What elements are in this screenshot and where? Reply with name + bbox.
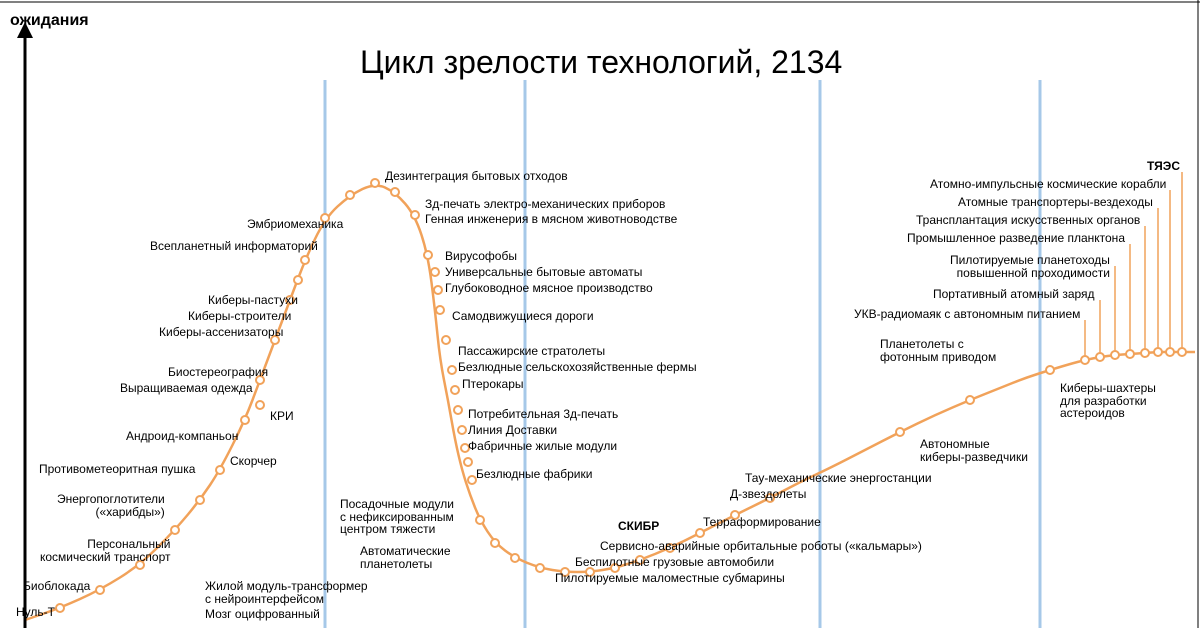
tech-label: Киберы-шахтерыдля разработкиастероидов	[1060, 382, 1156, 420]
tech-label: Промышленное разведение планктона	[907, 232, 1125, 245]
tech-label: СКИБР	[618, 520, 659, 533]
tech-label: Универсальные бытовые автоматы	[445, 266, 642, 279]
tech-label: Сервисно-аварийные орбитальные роботы («…	[600, 540, 922, 553]
tech-label: Пилотируемые маломестные субмарины	[555, 572, 785, 585]
tech-label: Безлюдные фабрики	[476, 468, 592, 481]
tech-label: Потребительная 3д-печать	[468, 408, 618, 421]
tech-label: Автоматическиепланетолеты	[360, 545, 451, 570]
tech-label: Д-звездолеты	[730, 488, 806, 501]
tech-label: Киберы-ассенизаторы	[159, 326, 283, 339]
tech-label: Киберы-пастухи	[208, 294, 298, 307]
tech-label: Портативный атомный заряд	[933, 288, 1095, 301]
tech-label: Персональныйкосмический транспорт	[40, 538, 170, 563]
tech-label: Линия Доставки	[468, 424, 557, 437]
tech-label: Скорчер	[230, 455, 277, 468]
tech-label: Беспилотные грузовые автомобили	[575, 556, 774, 569]
tech-label: ТЯЭС	[1147, 160, 1180, 173]
tech-label: Атомные транспортеры-вездеходы	[958, 196, 1153, 209]
y-axis-label: ожидания	[10, 12, 89, 30]
tech-label: Планетолеты сфотонным приводом	[880, 338, 996, 363]
tech-label: Киберы-строители	[188, 310, 291, 323]
tech-label: Выращиваемая одежда	[120, 382, 253, 395]
tech-label: Безлюдные сельскохозяйственные фермы	[458, 361, 697, 374]
tech-label: Самодвижущиеся дороги	[452, 310, 594, 323]
chart-stage: Цикл зрелости технологий, 2134 ожидания …	[0, 0, 1200, 628]
tech-label: Зд-печать электро-механических приборов	[425, 198, 665, 211]
tech-label: Пилотируемые планетоходыповышенной прохо…	[950, 254, 1110, 279]
tech-label: Дезинтеграция бытовых отходов	[385, 170, 568, 183]
tech-label: Биостереография	[168, 366, 268, 379]
tech-label: Терраформирование	[703, 516, 821, 529]
tech-label: Вирусофобы	[445, 250, 517, 263]
tech-label: Посадочные модулис нефиксированнымцентро…	[340, 498, 454, 536]
tech-label: Противометеоритная пушка	[39, 463, 195, 476]
tech-label: Птерокары	[462, 378, 524, 391]
tech-label: Нуль-Т	[16, 606, 55, 619]
tech-label: Автономныекиберы-разведчики	[920, 438, 1028, 463]
tech-label: Мозг оцифрованный	[205, 608, 320, 621]
tech-label: Пассажирские стратолеты	[458, 345, 605, 358]
chart-title: Цикл зрелости технологий, 2134	[360, 44, 842, 81]
tech-label: Энергопоглотители(«харибды»)	[57, 493, 165, 518]
tech-label: УКВ-радиомаяк с автономным питанием	[854, 308, 1080, 321]
tech-label: Глубоководное мясное производство	[445, 282, 653, 295]
tech-label: Тау-механические энергостанции	[745, 472, 932, 485]
tech-label: Андроид-компаньон	[126, 430, 238, 443]
tech-label: КРИ	[270, 410, 294, 423]
tech-label: Фабричные жилые модули	[468, 440, 617, 453]
tech-label: Жилой модуль-трансформерс нейроинтерфейс…	[205, 580, 368, 605]
tech-label: Эмбриомеханика	[247, 218, 343, 231]
tech-label: Генная инженерия в мясном животноводстве	[425, 213, 677, 226]
tech-label: Трансплантация искусственных органов	[916, 214, 1140, 227]
tech-label: Атомно-импульсные космические корабли	[930, 178, 1166, 191]
tech-label: Биоблокада	[23, 580, 90, 593]
tech-label: Всепланетный информаторий	[150, 240, 318, 253]
